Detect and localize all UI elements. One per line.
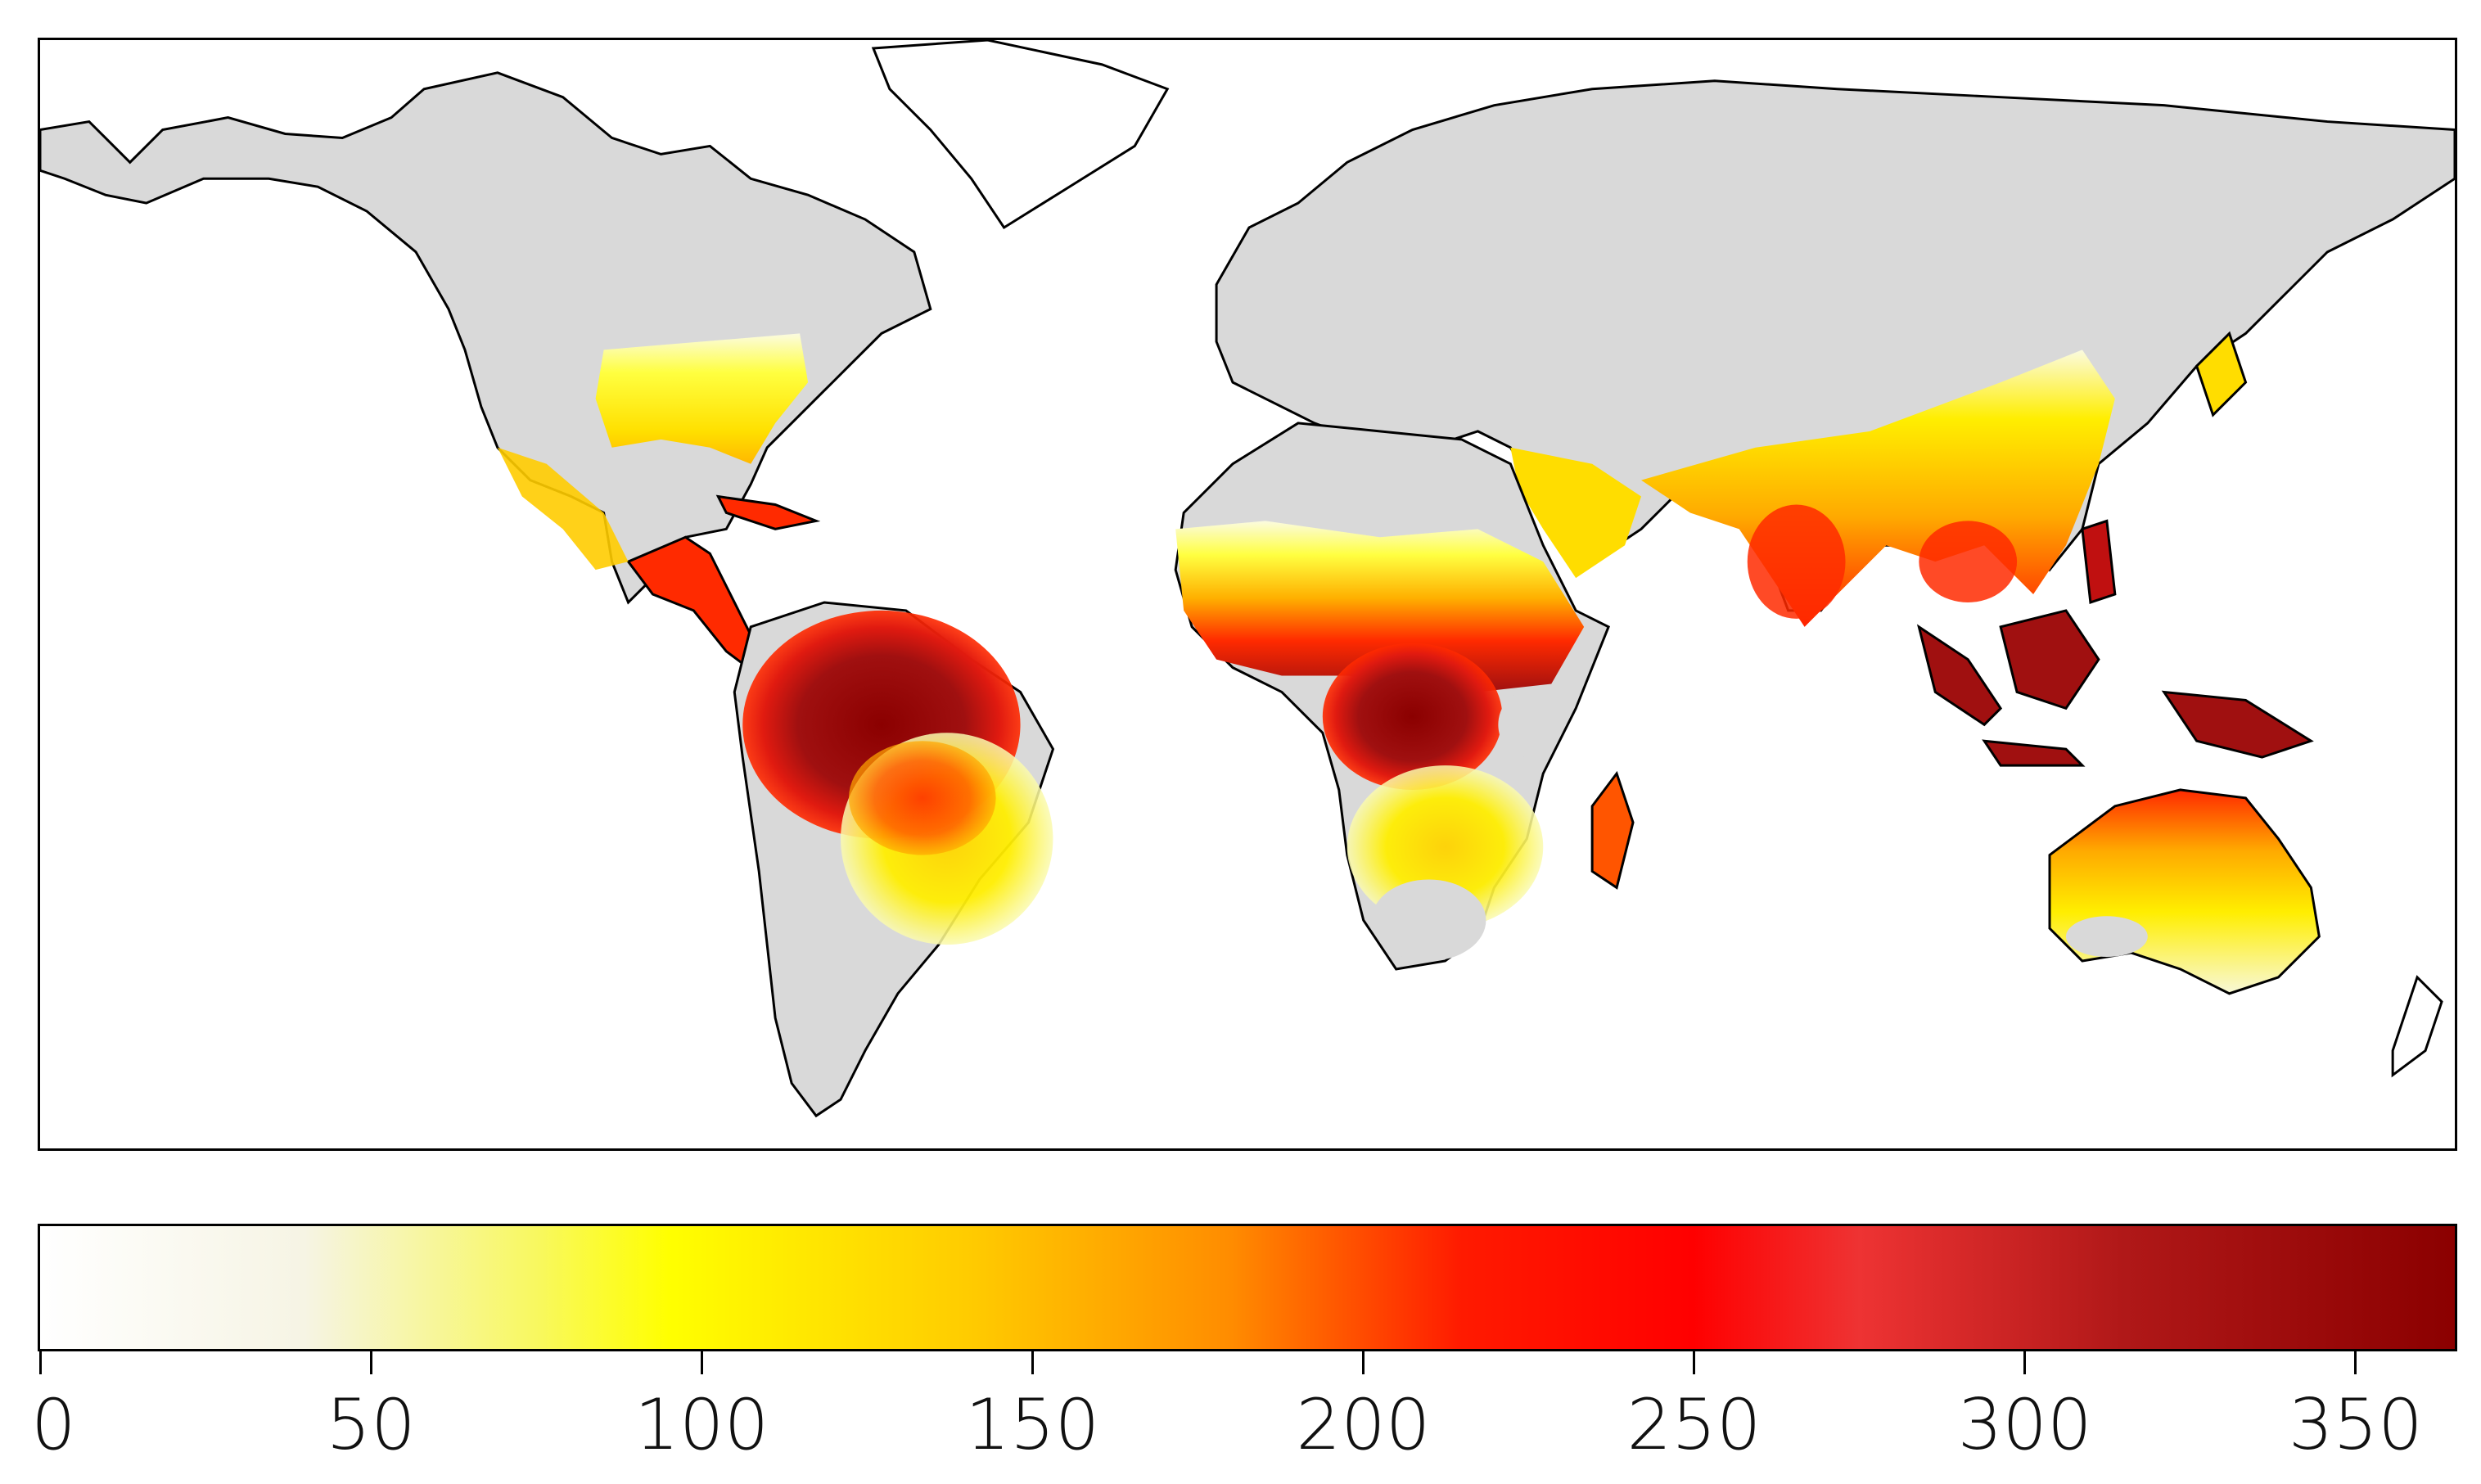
east-africa-gray-zone: [1498, 692, 1556, 758]
world-map-frame: [38, 38, 2457, 1151]
colorbar-tick-label-2: 100: [634, 1384, 769, 1466]
india-red-zone: [1747, 504, 1846, 619]
indochina-red-zone: [1919, 521, 2018, 602]
colorbar-tick-6: [2023, 1351, 2027, 1374]
southern-africa-gray-zone: [1371, 879, 1486, 962]
caribbean-islands: [715, 494, 821, 530]
mexico-heat-zone: [497, 447, 629, 571]
borneo-land: [1999, 609, 2100, 710]
java-land: [1982, 739, 2086, 767]
colorbar-tick-label-7: 350: [2288, 1384, 2423, 1466]
colorbar-axis: 0 50 100 150 200 250 300 350: [31, 1351, 2457, 1482]
philippines-land: [2081, 519, 2117, 604]
sahel-heat-zone: [1175, 521, 1585, 692]
colorbar-tick-3: [1031, 1351, 1034, 1374]
australia-gray-zone: [2065, 916, 2148, 958]
colorbar-tick-0: [38, 1351, 42, 1374]
australia-land: [2048, 788, 2321, 995]
sumatra-land: [1916, 624, 2003, 727]
colorbar-tick-5: [1693, 1351, 1696, 1374]
colorbar-tick-4: [1361, 1351, 1365, 1374]
colorbar-tick-label-0: 0: [31, 1384, 76, 1466]
arabia-heat-zone: [1510, 447, 1642, 579]
colorbar-tick-label-4: 200: [1296, 1384, 1431, 1466]
colorbar-tick-2: [700, 1351, 703, 1374]
greenland-land: [871, 40, 1170, 230]
madagascar-land: [1590, 770, 1635, 890]
colorbar-tick-7: [2354, 1351, 2357, 1374]
colorbar-tick-label-3: 150: [965, 1384, 1100, 1466]
north-america-land: [40, 71, 932, 605]
colorbar-tick-label-6: 300: [1957, 1384, 2092, 1466]
brazil-red-zone: [848, 741, 996, 855]
new-guinea-land: [2161, 690, 2314, 759]
world-map: [40, 40, 2455, 1118]
usa-heat-zone: [595, 333, 809, 464]
congo-heat-zone: [1322, 643, 1503, 790]
colorbar-tick-label-5: 250: [1626, 1384, 1762, 1466]
colorbar-tick-1: [369, 1351, 372, 1374]
colorbar-tick-label-1: 50: [326, 1384, 416, 1466]
colorbar-gradient: [38, 1224, 2457, 1351]
new-zealand-land: [2391, 975, 2443, 1078]
japan-land: [2195, 331, 2248, 417]
